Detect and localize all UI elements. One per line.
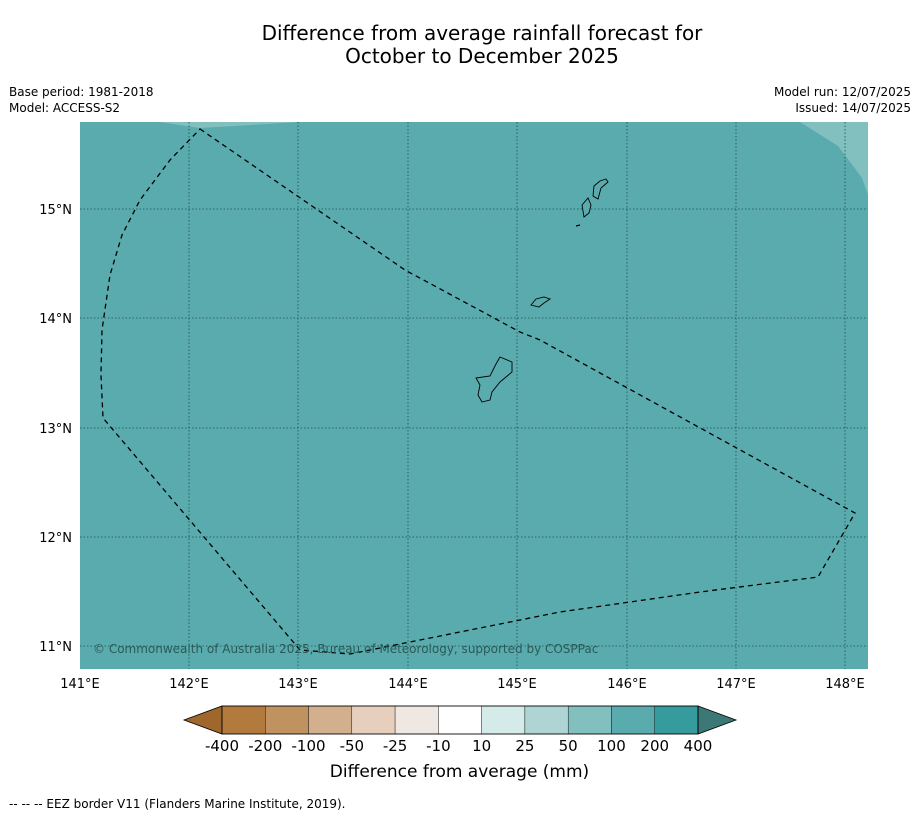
lon-tick-label: 145°E bbox=[497, 677, 537, 692]
island-saipan bbox=[592, 178, 609, 200]
lat-tick-label: 13°N bbox=[39, 422, 72, 437]
lon-tick-label: 142°E bbox=[169, 677, 209, 692]
lon-tick-label: 144°E bbox=[388, 677, 428, 692]
graticule bbox=[80, 122, 868, 669]
lon-tick-label: 143°E bbox=[278, 677, 318, 692]
colorbar-tick-label: -25 bbox=[382, 737, 408, 755]
lon-tick-label: 146°E bbox=[607, 677, 647, 692]
colorbar-tick-label: 50 bbox=[558, 737, 578, 755]
base-period: Base period: 1981-2018 bbox=[9, 85, 154, 99]
island-rota bbox=[530, 296, 552, 308]
longitude-labels: 141°E 142°E 143°E 144°E 145°E 146°E 147°E 148°E bbox=[60, 677, 865, 692]
colorbar-segment bbox=[265, 705, 309, 735]
colorbar-segment bbox=[351, 705, 396, 735]
map-copyright: © Commonwealth of Australia 2025, Bureau… bbox=[93, 642, 598, 656]
map-title: Difference from average rainfall forecas… bbox=[0, 22, 919, 68]
lon-tick-label: 147°E bbox=[716, 677, 756, 692]
colorbar-extend-low bbox=[182, 705, 223, 735]
colorbar-tick-label: 10 bbox=[472, 737, 492, 755]
lat-tick-label: 14°N bbox=[39, 312, 72, 327]
colorbar-tick-label: 200 bbox=[640, 737, 670, 755]
lat-tick-label: 15°N bbox=[39, 203, 72, 218]
colorbar-frame bbox=[221, 705, 699, 735]
colorbar bbox=[182, 705, 738, 735]
eez-border bbox=[100, 128, 856, 655]
colorbar-extend-high bbox=[697, 705, 738, 735]
map-background bbox=[80, 122, 868, 669]
colorbar-segment bbox=[394, 705, 439, 735]
eez-footnote: -- -- -- EEZ border V11 (Flanders Marine… bbox=[9, 797, 346, 811]
model-run: Model run: 12/07/2025 bbox=[773, 85, 911, 99]
colorbar-tick-label: -100 bbox=[291, 737, 326, 755]
title-line-1: Difference from average rainfall forecas… bbox=[261, 21, 703, 45]
colorbar-segment bbox=[221, 705, 266, 735]
colorbar-segment bbox=[611, 705, 655, 735]
colorbar-segment bbox=[524, 705, 569, 735]
higher-rainfall-region-corner bbox=[800, 122, 868, 195]
colorbar-tick-label: -200 bbox=[248, 737, 283, 755]
colorbar-segment bbox=[654, 705, 699, 735]
island-tinian bbox=[581, 197, 592, 218]
model-name: Model: ACCESS-S2 bbox=[9, 101, 121, 115]
colorbar-tick-label: -400 bbox=[204, 737, 240, 755]
latitude-labels: 15°N 14°N 13°N 12°N 11°N bbox=[39, 203, 72, 655]
meta-left: Base period: 1981-2018 Model: ACCESS-S2 bbox=[9, 84, 154, 116]
lat-tick-label: 12°N bbox=[39, 531, 72, 546]
colorbar-tick-label: -50 bbox=[339, 737, 365, 755]
colorbar-tick-label: 100 bbox=[597, 737, 626, 755]
colorbar-title: Difference from average (mm) bbox=[329, 762, 590, 782]
colorbar-segment bbox=[438, 705, 482, 735]
colorbar-tick-label: -10 bbox=[426, 737, 451, 755]
island-guam bbox=[475, 356, 513, 403]
colorbar-tick-label: 400 bbox=[683, 737, 713, 755]
title-line-2: October to December 2025 bbox=[345, 44, 619, 68]
colorbar-tick-label: 25 bbox=[515, 737, 535, 755]
colorbar-segment bbox=[481, 705, 526, 735]
colorbar-segment bbox=[567, 705, 612, 735]
island-aguijan bbox=[575, 224, 581, 227]
colorbar-segment bbox=[308, 705, 353, 735]
higher-rainfall-region-top bbox=[80, 122, 300, 128]
meta-right: Model run: 12/07/2025 Issued: 14/07/2025 bbox=[774, 84, 911, 116]
lat-tick-label: 11°N bbox=[39, 640, 72, 655]
lon-tick-label: 141°E bbox=[60, 677, 100, 692]
lon-tick-label: 148°E bbox=[825, 677, 865, 692]
issued-date: Issued: 14/07/2025 bbox=[795, 101, 911, 115]
